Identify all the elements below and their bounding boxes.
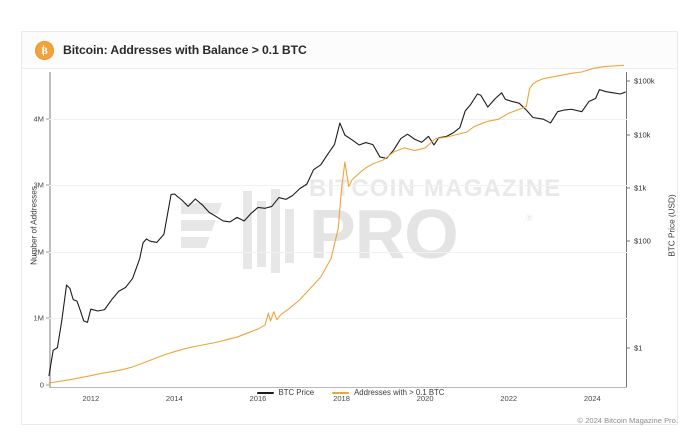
card-header: B Bitcoin: Addresses with Balance > 0.1 … (22, 32, 677, 69)
legend-item[interactable]: BTC Price (256, 388, 315, 397)
bitcoin-logo-icon: B (35, 40, 54, 60)
y-axis-right-tick-label: $100 (634, 236, 651, 246)
x-axis-tick-label: 2012 (82, 394, 100, 403)
y-axis-right-tick-label: $1k (634, 183, 647, 193)
y-axis-right-title: BTC Price (USD) (667, 194, 677, 257)
y-axis-left-tick-mark (46, 251, 49, 253)
y-axis-right-tick-label: $100k (634, 76, 655, 86)
y-axis-left-tick-mark (46, 118, 49, 120)
y-axis-left-tick-label: 2M (33, 247, 44, 257)
series-line (49, 90, 625, 376)
page-title: Bitcoin: Addresses with Balance > 0.1 BT… (63, 43, 307, 57)
gridline (49, 318, 627, 320)
y-axis-right-tick-mark (627, 187, 630, 189)
y-axis-right-tick-label: $10k (634, 130, 651, 140)
series-layer (49, 72, 627, 385)
y-axis-right-tick-mark (627, 80, 630, 82)
svg-text:B: B (41, 45, 48, 56)
chart-card: B Bitcoin: Addresses with Balance > 0.1 … (21, 31, 678, 425)
y-axis-left-tick-label: 0 (39, 380, 44, 390)
x-axis-tick-label: 2020 (416, 394, 434, 403)
y-axis-right-tick-mark (627, 134, 630, 136)
x-axis-tick-label: 2024 (583, 394, 601, 403)
legend-label: BTC Price (278, 388, 315, 397)
y-axis-right-tick-mark (627, 240, 630, 242)
legend-swatch (332, 391, 350, 394)
legend-item[interactable]: Addresses with > 0.1 BTC (332, 388, 444, 397)
gridline (49, 251, 627, 253)
y-axis-right-tick-label: $1 (634, 343, 643, 353)
y-axis-left-spine (49, 72, 51, 388)
y-axis-right-spine (626, 72, 627, 388)
chart-legend: BTC Price Addresses with > 0.1 BTC (22, 388, 679, 397)
x-axis-tick-label: 2018 (333, 394, 350, 403)
x-axis-spine (49, 387, 627, 388)
y-axis-left-tick-mark (46, 384, 49, 386)
gridline (49, 118, 627, 120)
legend-label: Addresses with > 0.1 BTC (354, 388, 445, 397)
legend-swatch (256, 391, 274, 394)
plot-shell: Number of Addresses BTC Price (USD) (22, 69, 679, 425)
copyright-footer: © 2024 Bitcoin Magazine Pro. (577, 416, 678, 425)
x-axis-tick-label: 2022 (500, 394, 518, 403)
x-axis-tick-label: 2014 (165, 394, 183, 403)
gridline (49, 185, 627, 187)
y-axis-left-tick-mark (46, 184, 49, 186)
y-axis-right-tick-mark (627, 347, 630, 349)
series-line (49, 65, 624, 383)
y-axis-left-tick-mark (46, 317, 49, 319)
plot-area: BITCOIN MAGAZINE PRO ® 0 1M 2M 3M 4M $1 $100 $… (33, 72, 655, 403)
y-axis-left-title: Number of Addresses (29, 186, 39, 265)
x-axis-tick-label: 2016 (249, 394, 267, 403)
y-axis-left-tick-label: 4M (33, 114, 44, 124)
y-axis-left-tick-label: 1M (33, 313, 44, 323)
y-axis-left-tick-label: 3M (33, 180, 44, 190)
